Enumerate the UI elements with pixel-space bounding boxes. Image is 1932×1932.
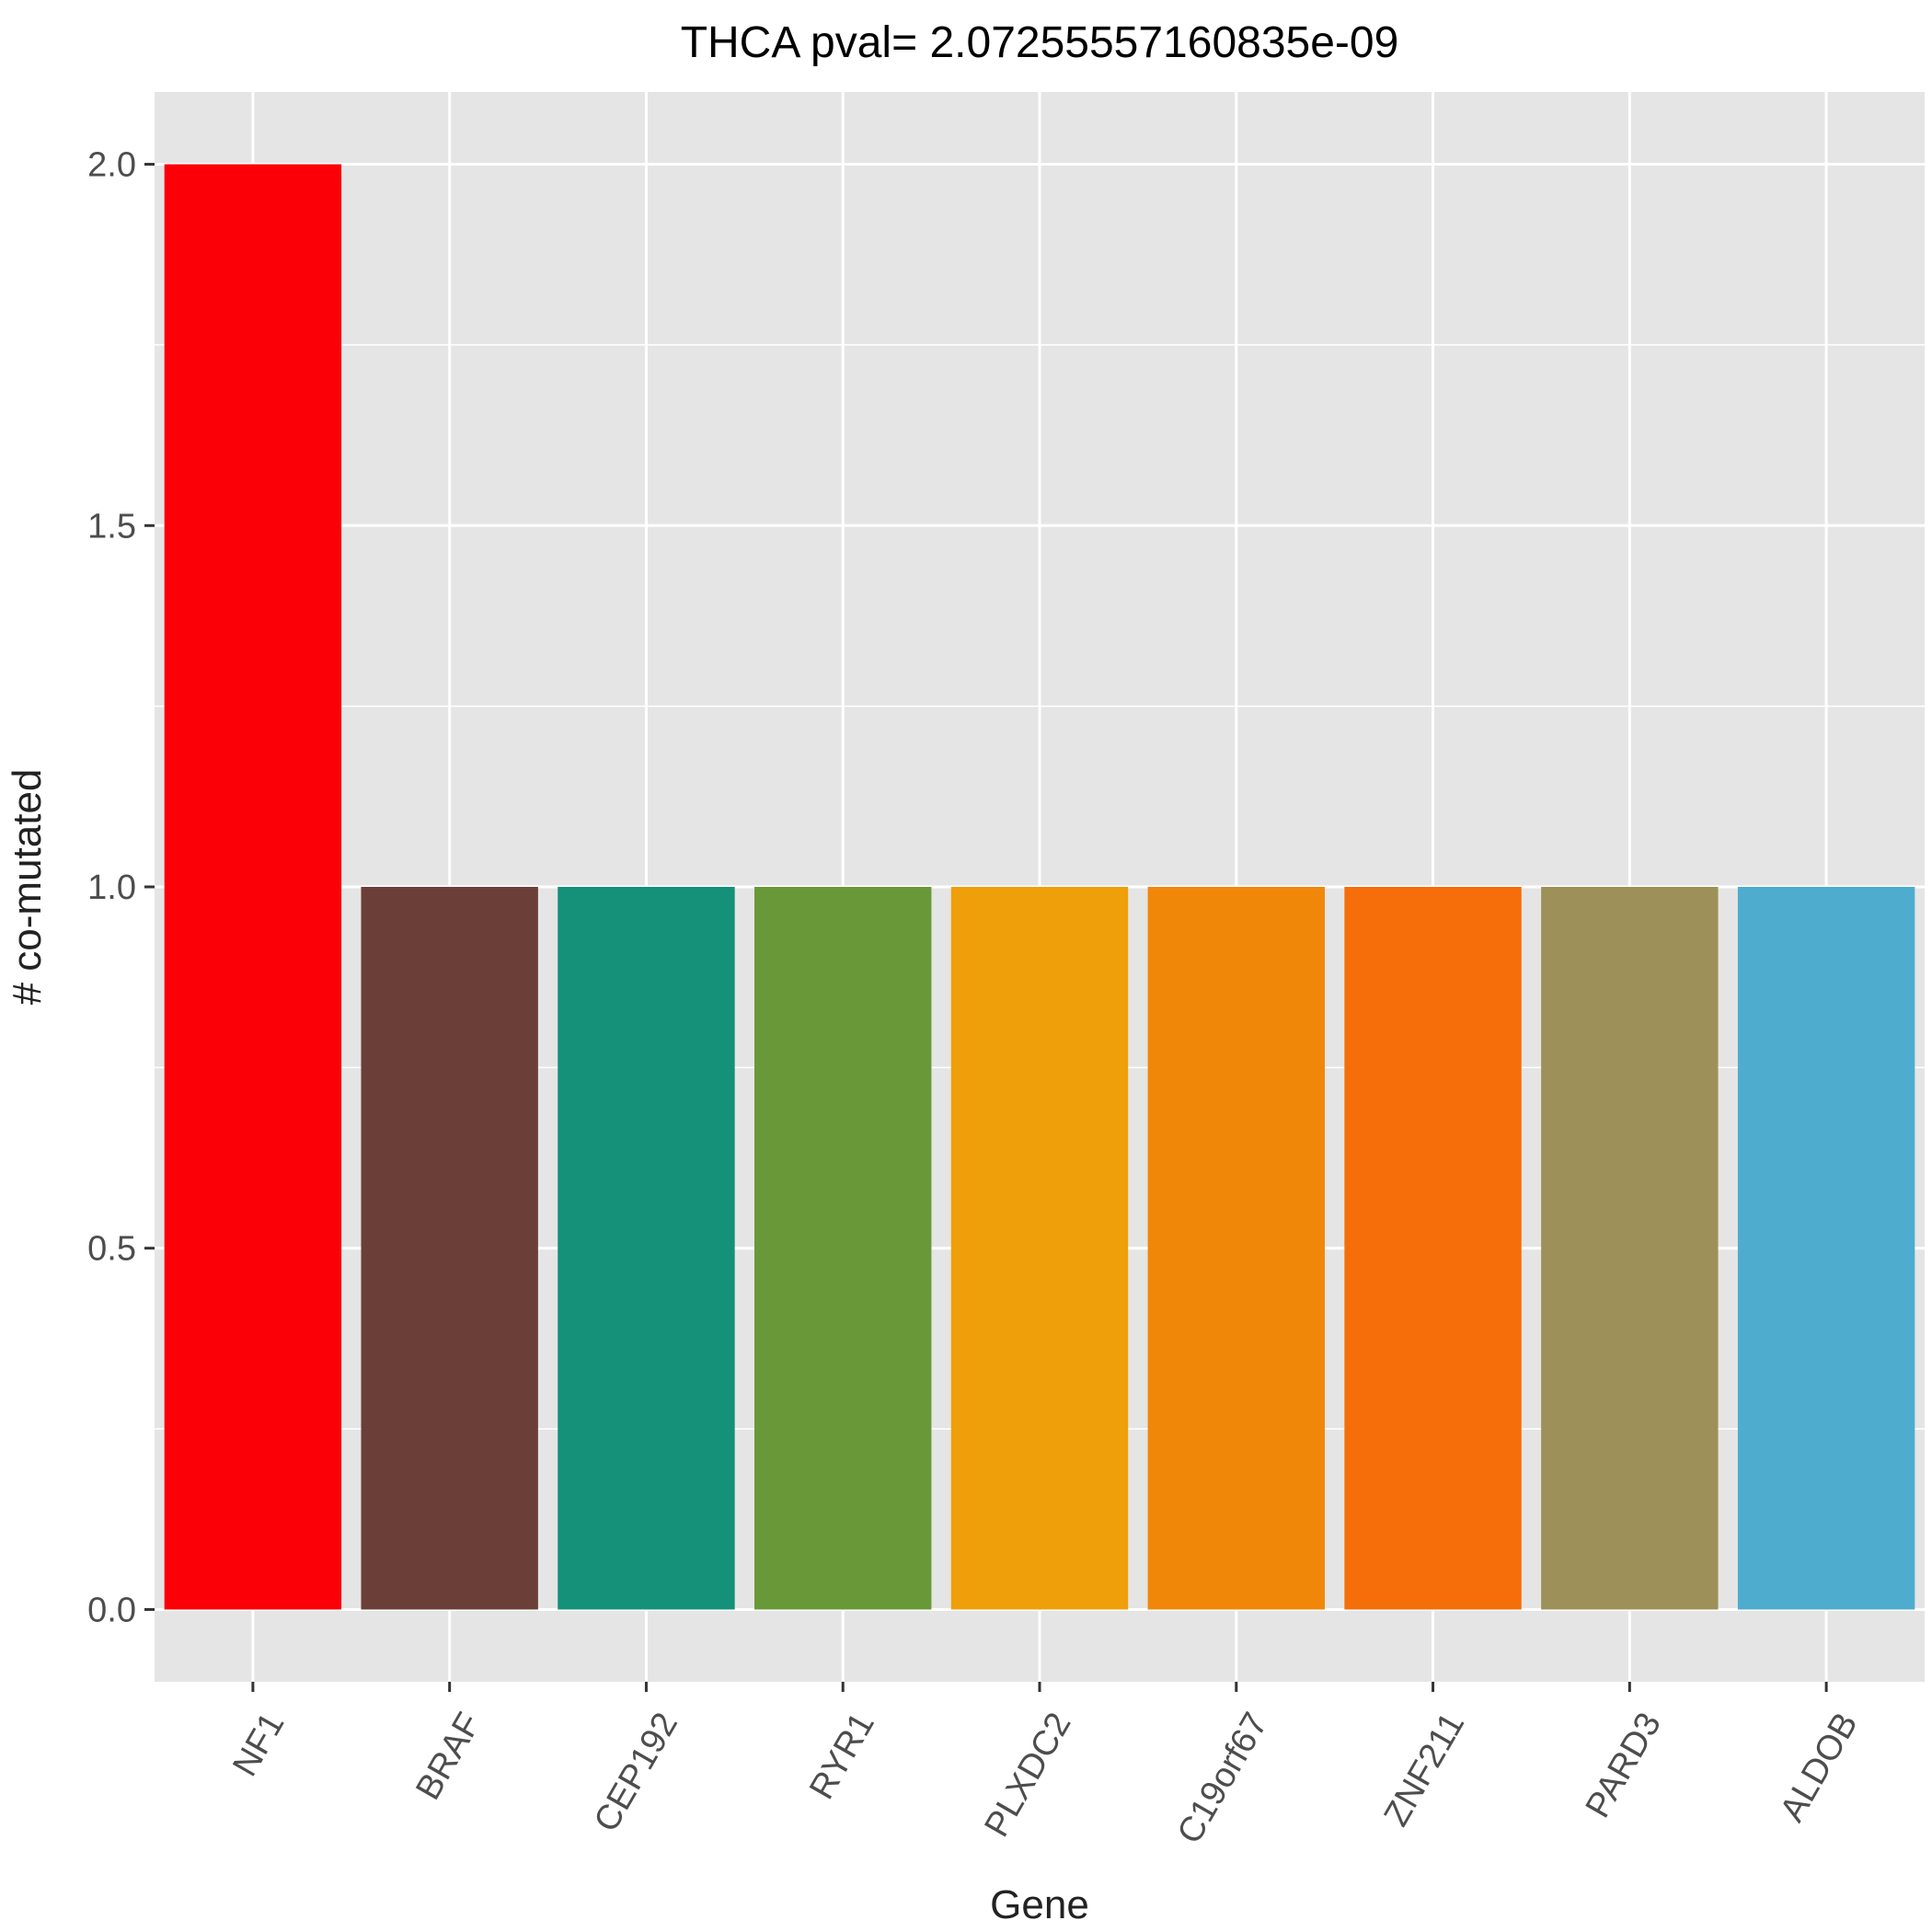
y-tick-label: 2.0 [87,146,136,185]
bar-znf211 [1344,887,1522,1610]
y-tick-label: 1.5 [87,507,136,546]
bar-pard3 [1541,887,1719,1610]
chart-title: THCA pval= 2.07255557160835e-09 [681,18,1399,67]
bar-plxdc2 [950,887,1129,1610]
bar-c19orf67 [1147,887,1325,1610]
x-axis-title: Gene [990,1882,1089,1927]
bar-cep192 [558,887,735,1610]
bar-nf1 [164,164,342,1610]
y-tick-label: 0.5 [87,1230,136,1269]
y-tick-label: 1.0 [87,868,136,907]
bar-braf [361,887,538,1610]
bar-aldob [1737,887,1915,1610]
bars [164,164,1915,1610]
y-tick-label: 0.0 [87,1591,136,1629]
y-axis-title: # co-mutated [5,769,50,1006]
bar-ryr1 [754,887,932,1610]
y-axis: 0.0 0.5 1.0 1.5 2.0 [87,146,155,1629]
